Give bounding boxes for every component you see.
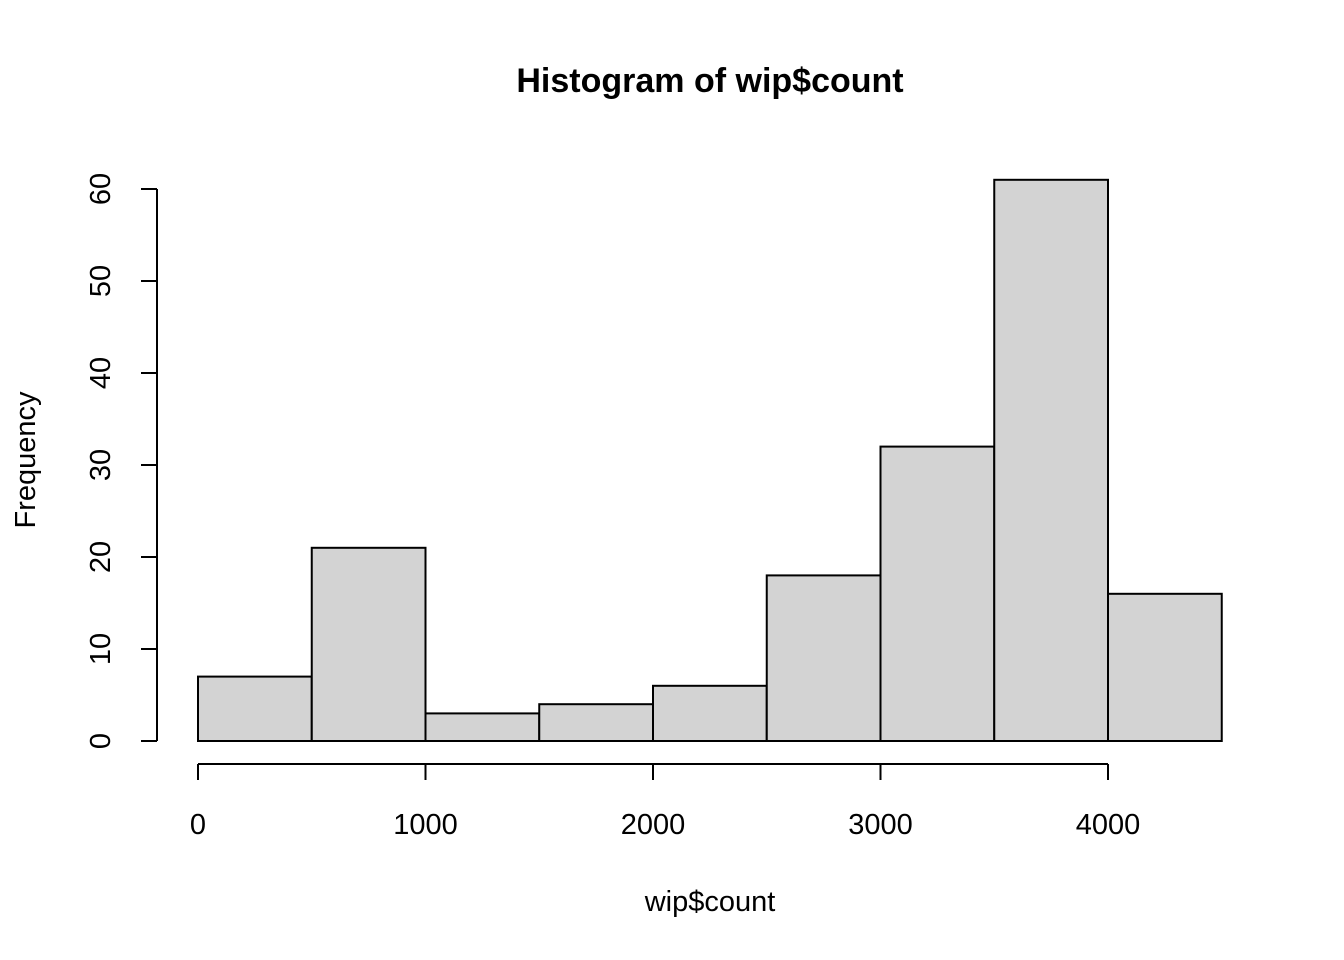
y-tick-label-3: 30 — [85, 449, 117, 481]
y-tick-label-4: 40 — [85, 357, 117, 389]
histogram-bar-4 — [652, 684, 768, 742]
x-axis-label: wip$count — [644, 886, 776, 918]
x-tick-label-2: 2000 — [621, 809, 686, 841]
histogram-bar-0 — [197, 675, 313, 742]
y-axis: 0 10 20 30 40 50 60 — [85, 173, 158, 749]
x-tick-label-1: 1000 — [393, 809, 458, 841]
x-tick-label-3: 3000 — [848, 809, 913, 841]
histogram-bar-6 — [879, 445, 996, 742]
y-tick-label-0: 0 — [85, 733, 117, 749]
histogram-bars — [197, 178, 1223, 743]
x-tick-label-0: 0 — [190, 809, 206, 841]
y-tick-label-2: 20 — [85, 541, 117, 573]
histogram-bar-2 — [424, 712, 541, 743]
histogram-bar-1 — [310, 546, 427, 742]
y-tick-label-6: 60 — [85, 173, 117, 205]
chart-title: Histogram of wip$count — [516, 62, 903, 100]
x-tick-label-4: 4000 — [1076, 809, 1141, 841]
histogram-bar-8 — [1107, 592, 1223, 742]
y-tick-label-5: 50 — [85, 265, 117, 297]
histogram-bar-7 — [993, 178, 1109, 743]
y-tick-label-1: 10 — [85, 633, 117, 665]
histogram-bar-5 — [765, 574, 882, 743]
y-axis-label: Frequency — [10, 391, 42, 529]
x-axis: 0 1000 2000 3000 4000 — [190, 763, 1141, 841]
histogram-bar-3 — [538, 703, 654, 743]
